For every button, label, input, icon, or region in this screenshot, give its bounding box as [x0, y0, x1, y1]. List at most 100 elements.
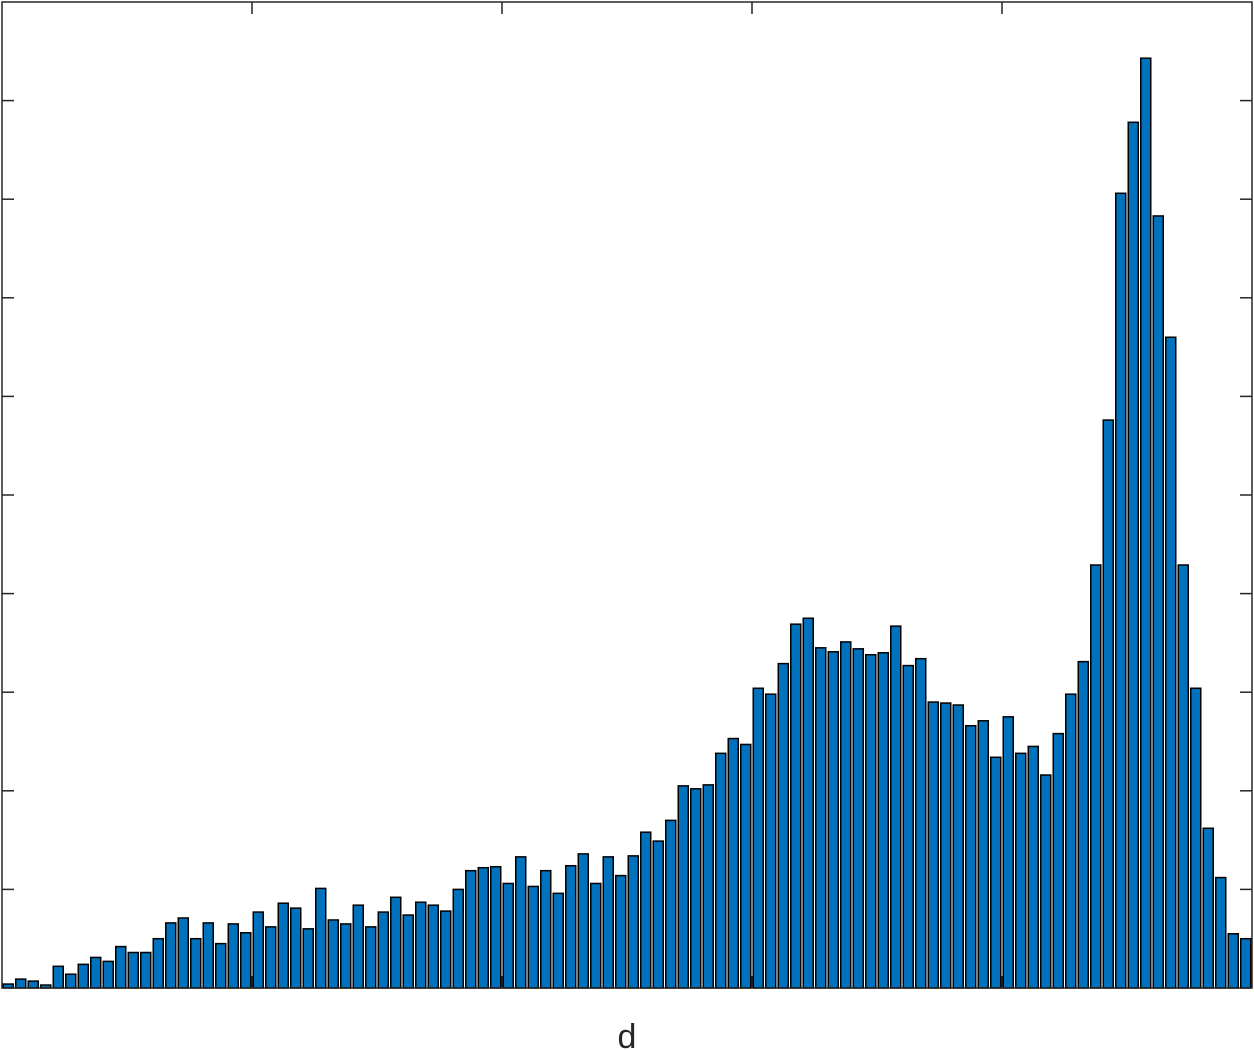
bar-7 — [77, 963, 89, 989]
bar-40 — [490, 865, 502, 989]
bar-32 — [390, 896, 402, 989]
bar-6 — [65, 973, 77, 989]
bar-17 — [202, 922, 214, 989]
bar-66 — [815, 647, 827, 989]
bar-69 — [852, 648, 864, 989]
bar-77 — [952, 704, 964, 989]
bar-19 — [227, 923, 239, 989]
bar-70 — [865, 653, 877, 989]
bar-33 — [402, 914, 414, 989]
bar-98 — [1215, 876, 1227, 989]
bar-96 — [1190, 687, 1202, 989]
tick-marks — [2, 2, 1252, 988]
bar-57 — [702, 784, 714, 989]
bars-group — [2, 57, 1252, 989]
bar-78 — [965, 724, 977, 989]
bar-18 — [215, 942, 227, 989]
bar-8 — [90, 956, 102, 989]
bar-49 — [602, 856, 614, 989]
bar-71 — [877, 652, 889, 989]
bar-56 — [690, 788, 702, 989]
bar-21 — [252, 911, 264, 989]
bar-80 — [990, 756, 1002, 989]
bar-81 — [1002, 716, 1014, 989]
bar-59 — [727, 737, 739, 989]
bar-26 — [315, 887, 327, 989]
bar-23 — [277, 902, 289, 989]
bar-5 — [52, 965, 64, 989]
bar-97 — [1202, 827, 1214, 989]
bar-29 — [352, 904, 364, 989]
bar-92 — [1140, 57, 1152, 989]
bar-38 — [465, 869, 477, 989]
bar-52 — [640, 831, 652, 989]
bar-45 — [552, 892, 564, 989]
bar-35 — [427, 904, 439, 989]
bar-25 — [302, 928, 314, 989]
bar-58 — [715, 752, 727, 989]
bar-22 — [265, 926, 277, 989]
axes-frame — [1, 1, 1253, 989]
bar-46 — [565, 864, 577, 989]
bar-27 — [327, 919, 339, 989]
bar-67 — [827, 651, 839, 989]
bar-2 — [15, 978, 27, 989]
bar-30 — [365, 926, 377, 989]
bar-93 — [1152, 215, 1164, 989]
x-axis-label: d — [618, 1018, 637, 1050]
bar-88 — [1090, 564, 1102, 989]
bar-11 — [127, 951, 139, 989]
bar-53 — [652, 840, 664, 989]
bar-99 — [1227, 933, 1239, 989]
bar-3 — [27, 980, 39, 989]
bar-24 — [290, 907, 302, 989]
bar-68 — [840, 641, 852, 989]
bar-83 — [1027, 745, 1039, 989]
bar-82 — [1015, 752, 1027, 989]
bar-94 — [1165, 336, 1177, 989]
bar-12 — [140, 951, 152, 989]
bar-55 — [677, 785, 689, 989]
bar-41 — [502, 882, 514, 989]
bar-84 — [1040, 774, 1052, 989]
bar-75 — [927, 701, 939, 989]
bar-87 — [1077, 660, 1089, 989]
bar-16 — [190, 937, 202, 989]
bar-95 — [1177, 564, 1189, 989]
bar-28 — [340, 923, 352, 989]
bar-20 — [240, 932, 252, 989]
bar-9 — [102, 960, 114, 989]
bar-51 — [627, 855, 639, 989]
bar-64 — [790, 623, 802, 989]
bar-39 — [477, 866, 489, 989]
bar-31 — [377, 911, 389, 989]
bar-72 — [890, 625, 902, 989]
bar-36 — [440, 910, 452, 989]
bar-90 — [1115, 192, 1127, 989]
bar-85 — [1052, 732, 1064, 989]
bar-63 — [777, 662, 789, 989]
bar-54 — [665, 819, 677, 989]
bar-42 — [515, 856, 527, 989]
bar-79 — [977, 720, 989, 989]
bar-61 — [752, 687, 764, 989]
bar-47 — [577, 853, 589, 989]
bar-62 — [765, 693, 777, 989]
bar-91 — [1127, 121, 1139, 989]
bar-89 — [1102, 419, 1114, 989]
bar-76 — [940, 702, 952, 989]
bar-14 — [165, 922, 177, 989]
bar-48 — [590, 882, 602, 989]
bar-73 — [902, 664, 914, 989]
bar-15 — [177, 917, 189, 989]
bar-10 — [115, 945, 127, 989]
bar-50 — [615, 874, 627, 989]
bar-43 — [527, 885, 539, 989]
bar-60 — [740, 743, 752, 989]
bar-44 — [540, 869, 552, 989]
bar-37 — [452, 888, 464, 989]
bar-86 — [1065, 693, 1077, 989]
bar-100 — [1240, 937, 1252, 989]
bar-34 — [415, 901, 427, 989]
